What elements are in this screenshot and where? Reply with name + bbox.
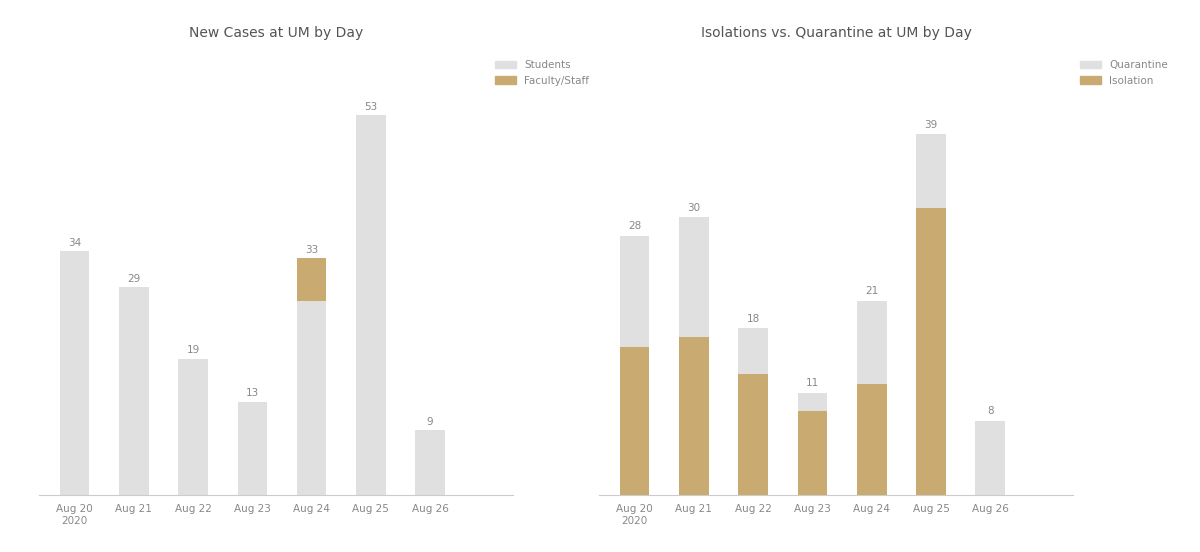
Bar <box>238 402 268 495</box>
Text: 28: 28 <box>628 221 641 231</box>
Bar <box>916 208 946 495</box>
Bar <box>356 115 385 495</box>
Text: 19: 19 <box>186 345 199 355</box>
Bar <box>619 236 649 347</box>
Bar <box>976 421 1006 495</box>
Text: 13: 13 <box>246 388 259 398</box>
Title: New Cases at UM by Day: New Cases at UM by Day <box>188 26 364 40</box>
Bar <box>798 393 827 411</box>
Text: 33: 33 <box>305 245 318 255</box>
Bar <box>738 374 768 495</box>
Bar <box>679 337 709 495</box>
Text: 34: 34 <box>68 238 82 248</box>
Text: 53: 53 <box>365 102 378 112</box>
Text: 29: 29 <box>127 274 140 284</box>
Bar <box>857 300 887 384</box>
Title: Isolations vs. Quarantine at UM by Day: Isolations vs. Quarantine at UM by Day <box>701 26 972 40</box>
Text: 11: 11 <box>805 378 820 389</box>
Bar <box>179 359 208 495</box>
Text: 21: 21 <box>865 286 878 296</box>
Text: 39: 39 <box>924 119 937 130</box>
Bar <box>619 347 649 495</box>
Text: 9: 9 <box>427 417 433 427</box>
Legend: Students, Faculty/Staff: Students, Faculty/Staff <box>491 56 593 89</box>
Bar <box>916 134 946 208</box>
Bar <box>857 384 887 495</box>
Bar <box>415 430 445 495</box>
Bar <box>296 258 326 301</box>
Bar <box>296 301 326 495</box>
Bar <box>798 411 827 495</box>
Bar <box>738 328 768 374</box>
Text: 8: 8 <box>986 406 994 416</box>
Bar <box>679 217 709 337</box>
Bar <box>119 287 149 495</box>
Legend: Quarantine, Isolation: Quarantine, Isolation <box>1076 56 1172 89</box>
Text: 30: 30 <box>688 203 701 213</box>
Text: 18: 18 <box>746 314 760 323</box>
Bar <box>60 251 89 495</box>
